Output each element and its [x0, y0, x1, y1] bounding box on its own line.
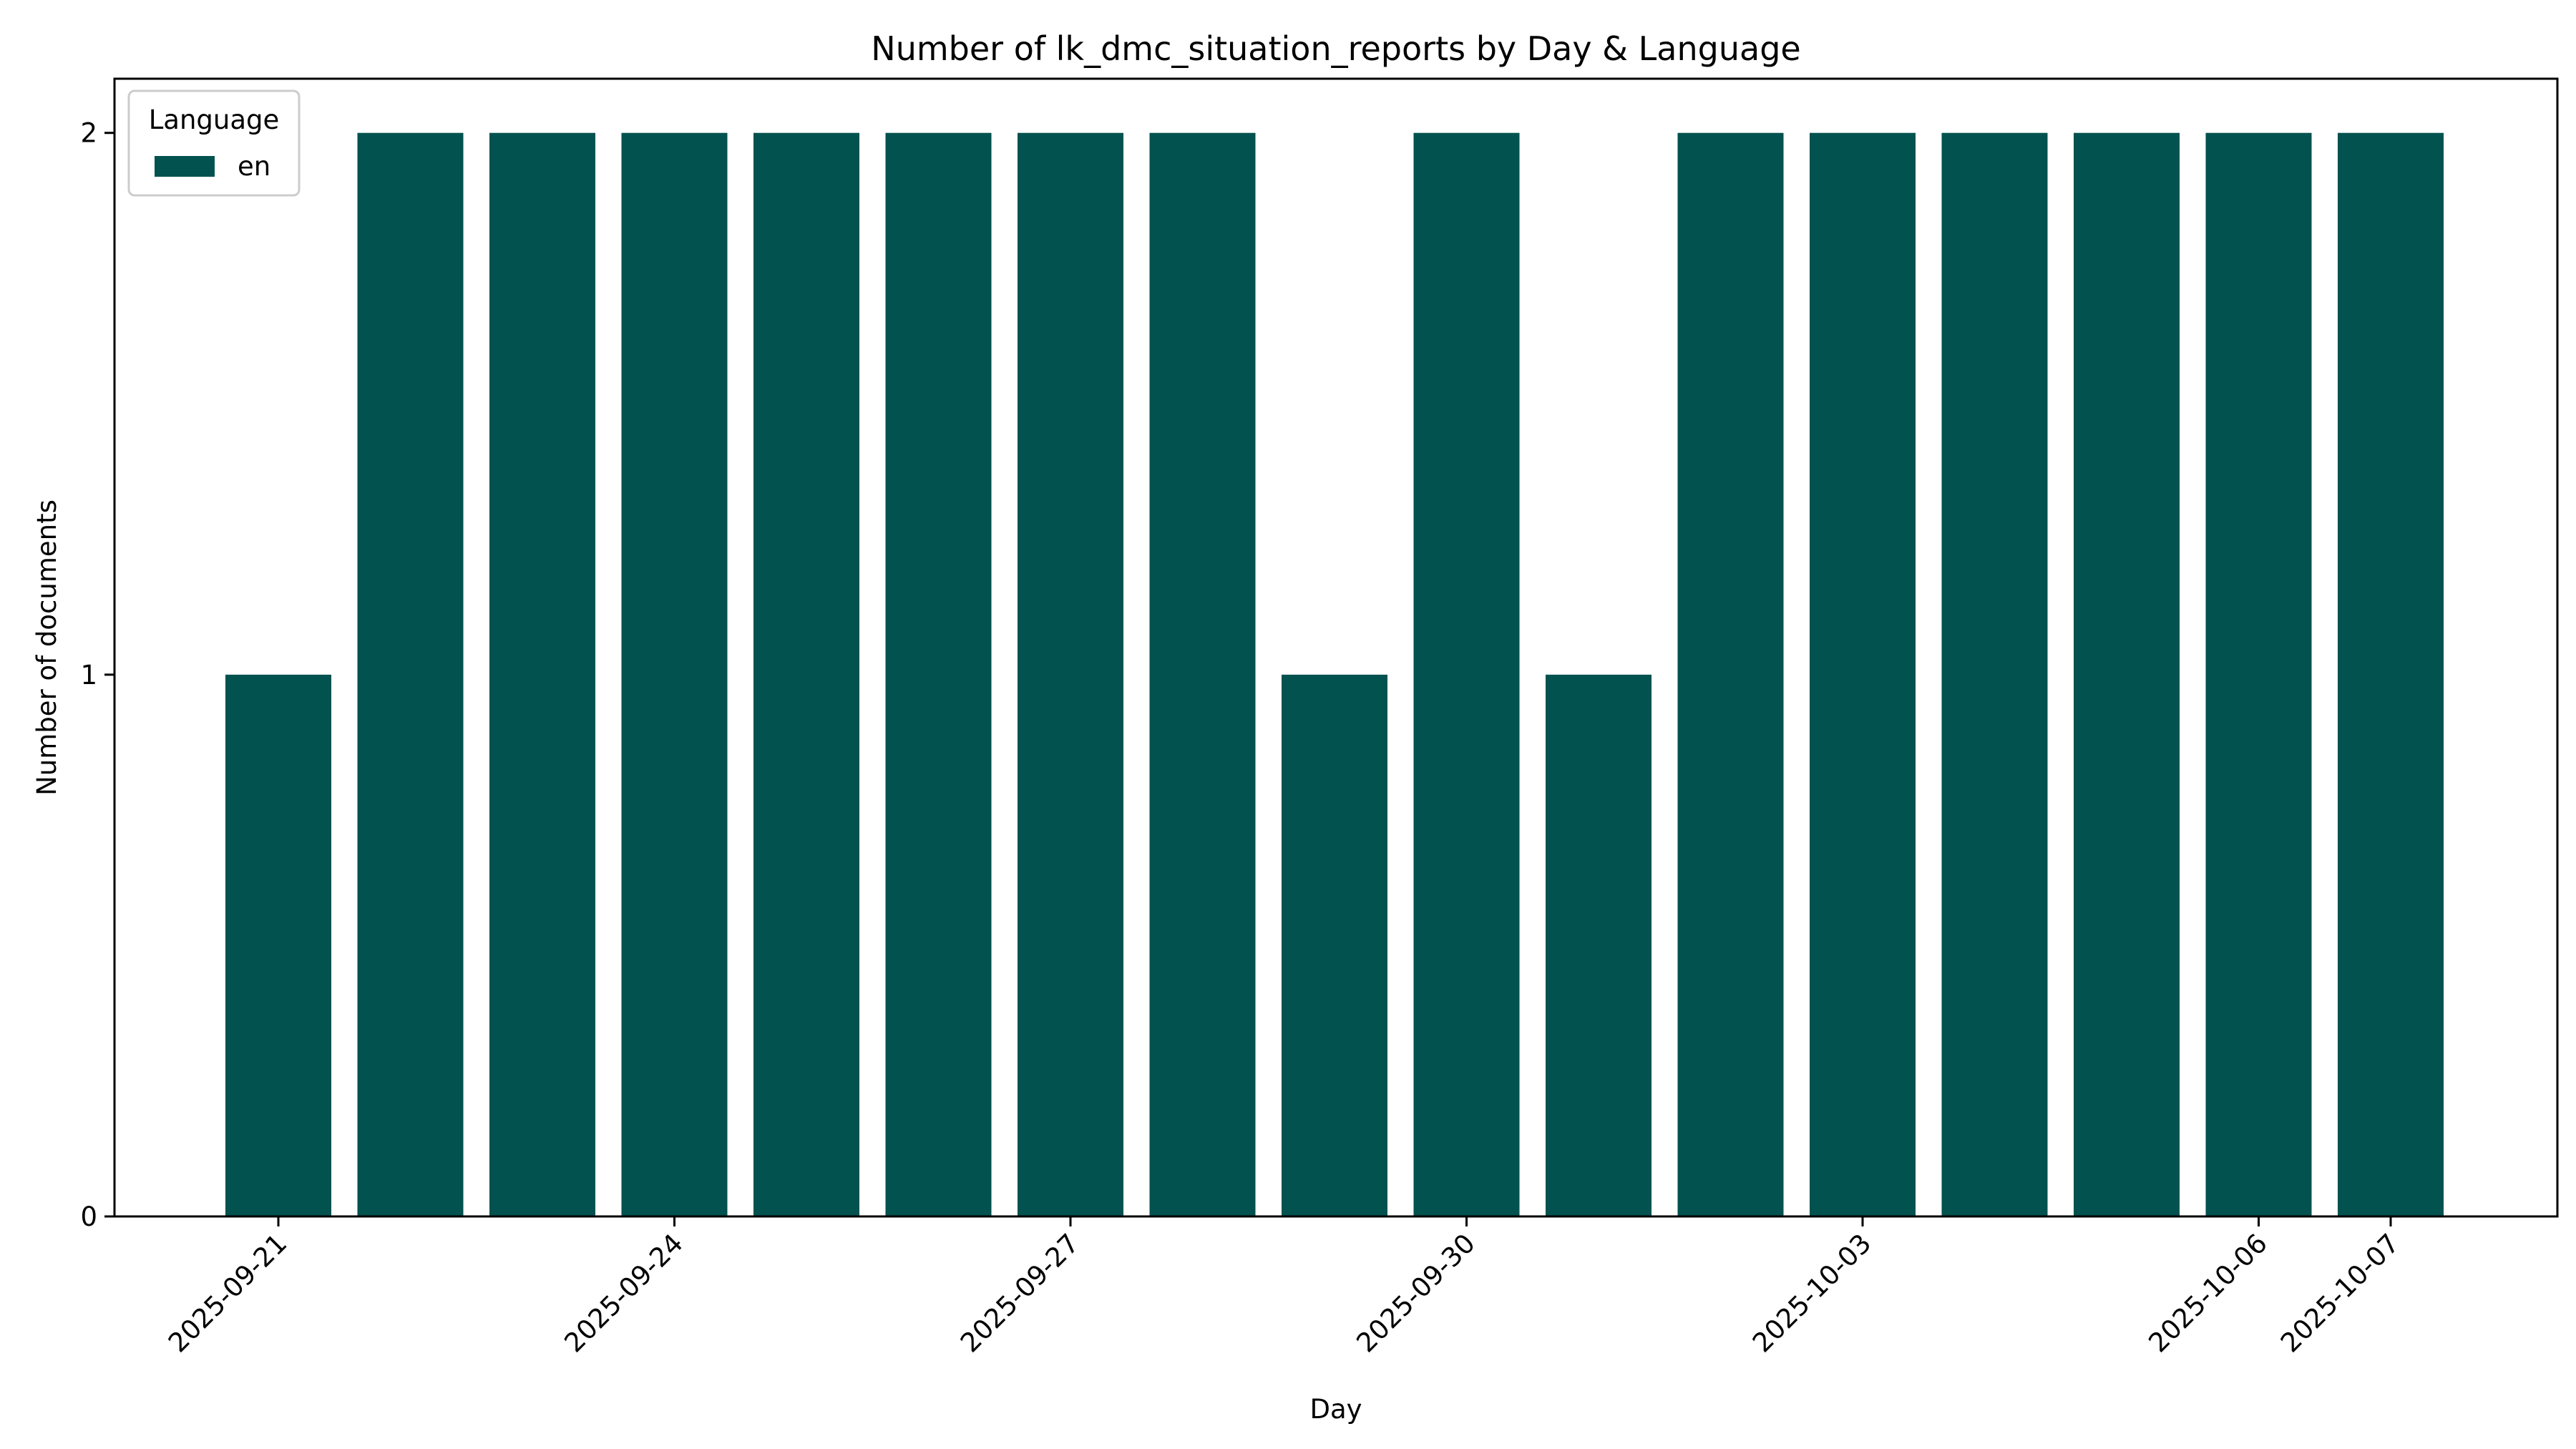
chart-title: Number of lk_dmc_situation_reports by Da… — [871, 29, 1800, 68]
bar-2025-10-02 — [1677, 132, 1784, 1217]
bar-2025-09-27 — [1018, 132, 1123, 1217]
bar-2025-10-04 — [1941, 132, 2048, 1217]
bar-2025-10-01 — [1546, 674, 1652, 1216]
y-tick-label: 1 — [80, 660, 97, 691]
bar-2025-09-30 — [1413, 132, 1520, 1217]
bars-group — [225, 132, 2444, 1217]
bar-2025-10-07 — [2338, 132, 2444, 1217]
legend: Language en — [127, 89, 301, 197]
legend-title: Language — [149, 104, 280, 135]
bar-2025-09-23 — [489, 132, 595, 1217]
bar-2025-10-03 — [1810, 132, 1916, 1217]
bar-2025-09-25 — [753, 132, 859, 1217]
y-tick-label: 0 — [80, 1201, 97, 1232]
x-axis-label: Day — [1309, 1394, 1362, 1425]
bar-2025-10-06 — [2205, 132, 2312, 1217]
legend-swatch-en — [155, 156, 215, 177]
y-axis-ticks: 0 1 2 — [80, 118, 114, 1232]
y-axis-label: Number of documents — [31, 499, 62, 796]
bar-2025-09-22 — [357, 132, 464, 1217]
bar-2025-09-21 — [225, 674, 331, 1216]
bar-2025-10-05 — [2074, 132, 2180, 1217]
bar-2025-09-26 — [885, 132, 992, 1217]
bar-2025-09-28 — [1149, 132, 1256, 1217]
bar-2025-09-29 — [1282, 674, 1387, 1216]
legend-label-en: en — [238, 151, 270, 182]
plot-frame — [113, 77, 2559, 1218]
y-tick-label: 2 — [80, 118, 97, 149]
bar-2025-09-24 — [621, 132, 728, 1217]
